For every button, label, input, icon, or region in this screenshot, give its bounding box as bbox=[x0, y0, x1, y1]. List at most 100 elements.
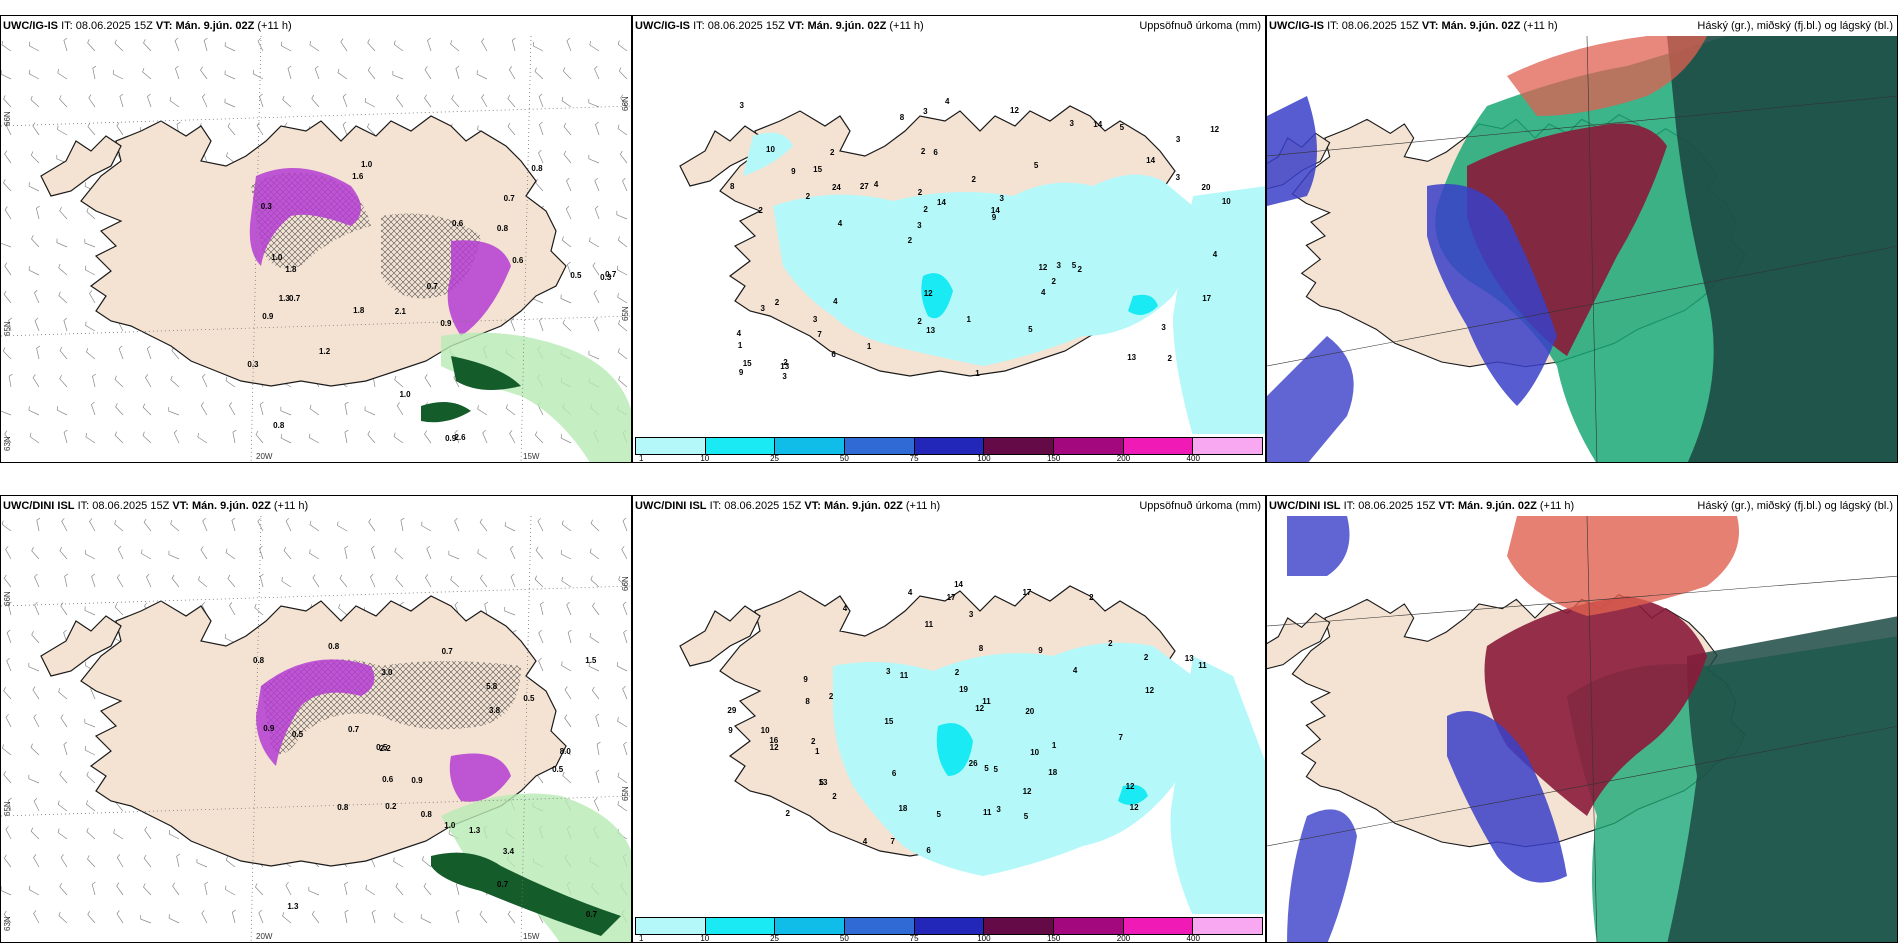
wind-barb bbox=[64, 573, 69, 588]
precip-map[interactable]: 2 2 3 2 5 2 2 2 2 4 1 7 6 3 2 10 3 10 12 3 3 2 2 2 3 4 13 3 5 1 27 2 4 6 2… bbox=[633, 36, 1265, 436]
precip-value-label: 6 bbox=[926, 846, 931, 856]
wind-barb bbox=[364, 97, 376, 108]
wind-barb bbox=[424, 430, 432, 444]
wind-barb bbox=[507, 910, 516, 924]
wind-barb bbox=[309, 433, 320, 444]
snowfall-value-label: 0.5 bbox=[570, 270, 582, 280]
wind-barb bbox=[561, 661, 572, 672]
wind-barb bbox=[535, 546, 544, 560]
snowfall-value-label: 5.8 bbox=[486, 681, 498, 691]
cloud-map[interactable] bbox=[1267, 516, 1897, 942]
snowfall-value-label: 0.8 bbox=[496, 224, 509, 234]
wind-barb bbox=[588, 154, 600, 164]
wind-barb bbox=[618, 375, 628, 388]
precip-value-label: 2 bbox=[785, 809, 790, 819]
wind-barb bbox=[424, 94, 432, 108]
dark-cloud-area bbox=[1667, 616, 1897, 942]
wind-barb bbox=[1, 886, 12, 896]
wind-barb bbox=[479, 910, 488, 924]
wind-barb bbox=[344, 429, 349, 444]
wind-barb bbox=[259, 573, 264, 588]
precip-value-label: 1 bbox=[815, 747, 820, 757]
wind-barb bbox=[589, 41, 600, 52]
wind-barb bbox=[367, 66, 376, 80]
legend-swatch bbox=[1123, 918, 1194, 934]
wind-barb bbox=[114, 39, 124, 52]
cloud-map[interactable] bbox=[1267, 36, 1897, 462]
precip-value-label: 1 bbox=[1051, 740, 1057, 750]
wind-barb bbox=[534, 67, 544, 80]
wind-map[interactable]: 66N 65N 63N 66N 65N 20W 15W 1.0 0.7 0.3 2.1… bbox=[1, 36, 631, 462]
wind-barb bbox=[225, 152, 236, 164]
wind-barb bbox=[28, 662, 40, 672]
precip-value-label: 13 bbox=[1184, 654, 1194, 664]
wind-barb bbox=[623, 629, 628, 644]
wind-barb bbox=[504, 522, 516, 532]
wind-barb bbox=[59, 346, 68, 360]
wind-map[interactable]: 66N 65N 63N 66N 65N 20W 15W 0.5 0.9 3.0 0.8… bbox=[1, 516, 631, 942]
wind-barb bbox=[84, 549, 96, 560]
wind-barb bbox=[339, 574, 348, 588]
wind-barb bbox=[590, 575, 600, 588]
snowfall-value-label: 1.8 bbox=[353, 306, 365, 316]
legend-tick-label: 200 bbox=[1116, 934, 1131, 943]
wind-barb bbox=[595, 769, 600, 784]
it-label: IT: bbox=[693, 20, 705, 32]
vt-value: Mán. 9.jún. 02Z bbox=[1457, 500, 1537, 512]
it-label: IT: bbox=[709, 500, 722, 512]
precip-value-label: 8 bbox=[805, 697, 810, 707]
wind-barb bbox=[33, 854, 40, 868]
wind-barb bbox=[1, 520, 12, 532]
wind-barb bbox=[1, 407, 12, 416]
precip-area-light bbox=[833, 642, 1193, 876]
precip-value-label: 8 bbox=[899, 112, 905, 122]
wind-barb bbox=[344, 881, 349, 896]
wind-barb bbox=[5, 713, 12, 728]
snowfall-value-label: 0.9 bbox=[440, 319, 452, 329]
precip-value-label: 7 bbox=[1118, 733, 1123, 743]
wind-barb bbox=[594, 177, 600, 192]
wind-barb bbox=[225, 548, 236, 560]
wind-barb bbox=[146, 345, 152, 360]
wind-barb bbox=[57, 125, 68, 136]
wind-barb bbox=[537, 517, 544, 532]
wind-barb bbox=[59, 771, 68, 784]
mid-cloud-area bbox=[1287, 516, 1350, 576]
legend-tick-label: 25 bbox=[770, 934, 779, 943]
lon-label: 20W bbox=[256, 452, 273, 461]
mid-cloud-area bbox=[1287, 809, 1357, 942]
wind-barb bbox=[337, 68, 348, 80]
it-value: 08.06.2025 15Z bbox=[75, 20, 153, 32]
wind-barb bbox=[538, 317, 544, 332]
wind-barb bbox=[252, 69, 264, 80]
precip-value-label: 26 bbox=[968, 759, 978, 769]
wind-barb bbox=[565, 205, 572, 220]
model-name: UWC/IG-IS bbox=[3, 20, 58, 32]
snowfall-value-label: 0.5 bbox=[376, 742, 388, 752]
wind-barb bbox=[588, 662, 600, 672]
wind-barb bbox=[5, 826, 12, 840]
wind-barb bbox=[617, 124, 628, 136]
precip-map[interactable]: 2 2 4 2 5 2 1 5 2 4 10 14 18 12 6 4 12 29 13 7 5 17 11 11 19 18 16… bbox=[633, 516, 1265, 916]
wind-barb bbox=[532, 41, 544, 52]
wind-barb bbox=[1, 70, 12, 80]
snowfall-value-label: 0.7 bbox=[497, 880, 509, 890]
wind-barb bbox=[28, 182, 40, 192]
wind-barb bbox=[538, 93, 544, 108]
wind-barb bbox=[3, 574, 12, 588]
precip-value-label: 11 bbox=[982, 808, 992, 818]
snowfall-value-label: 1.8 bbox=[285, 265, 297, 275]
wind-barb bbox=[4, 150, 12, 164]
legend-ticks: 1 10 25 50 75 100 150 200 400 bbox=[635, 454, 1263, 462]
wind-barb bbox=[618, 320, 628, 332]
wind-barb bbox=[146, 93, 152, 108]
wind-barb bbox=[477, 549, 488, 560]
precip-value-label: 10 bbox=[760, 726, 770, 736]
precip-value-label: 17 bbox=[1202, 293, 1212, 303]
wind-barb bbox=[116, 910, 124, 924]
wind-barb bbox=[3, 179, 12, 192]
wind-barb bbox=[143, 39, 152, 52]
wind-barb bbox=[225, 856, 236, 868]
wind-barb bbox=[1, 40, 12, 52]
precip-value-label: 3 bbox=[1056, 260, 1061, 270]
